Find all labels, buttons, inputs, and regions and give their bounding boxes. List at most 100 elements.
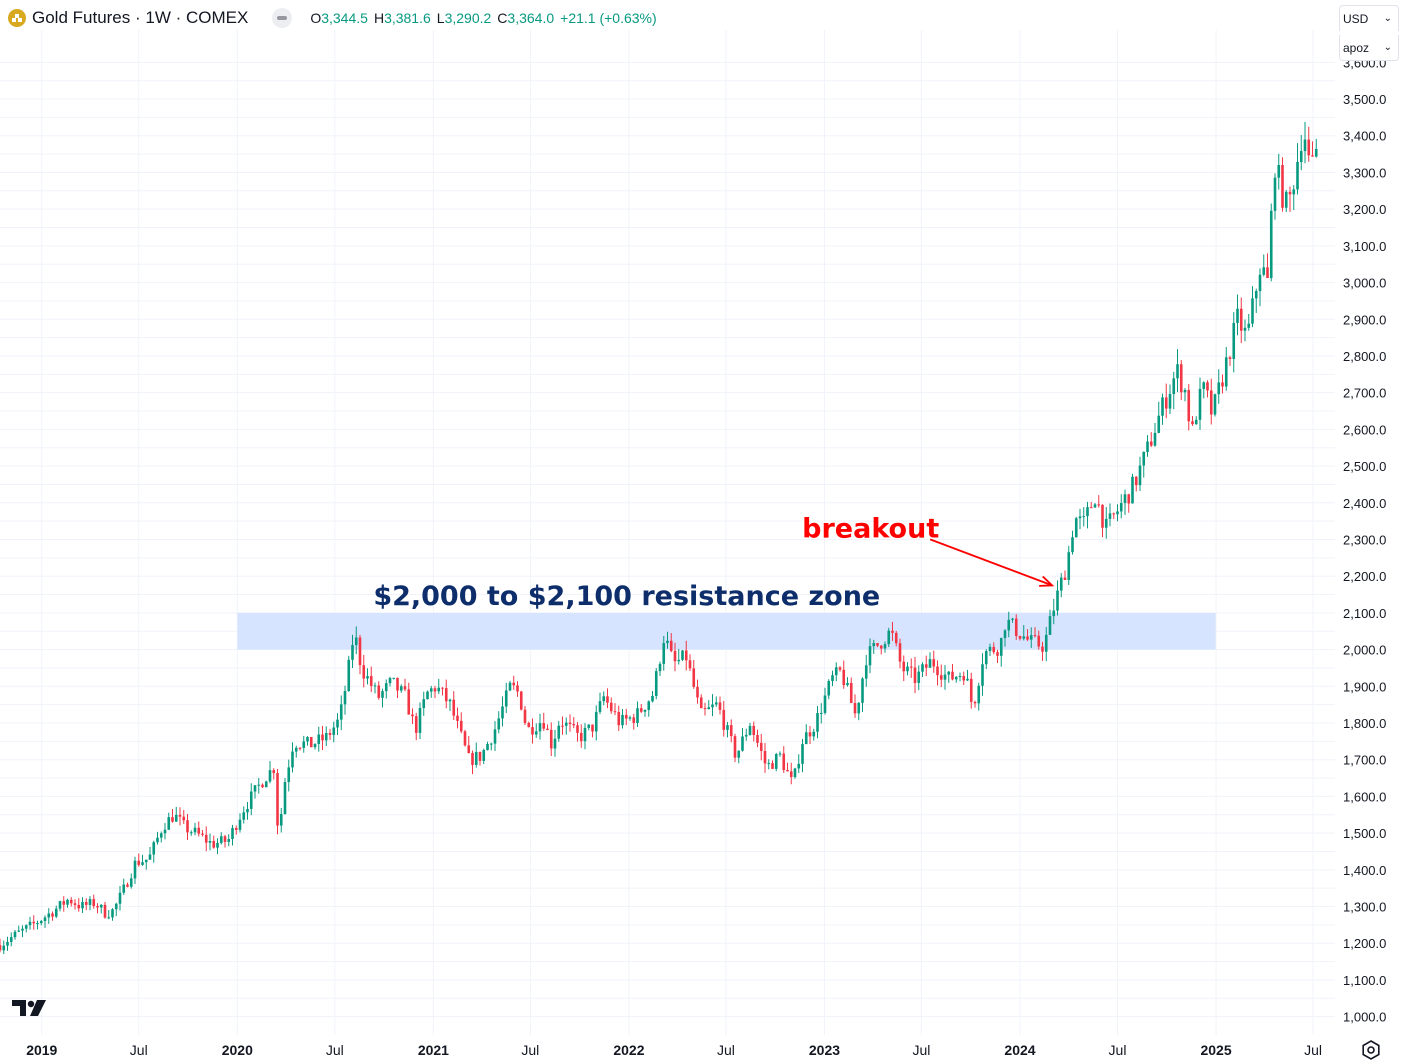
candle-body [1086,507,1089,517]
candle-body [1296,161,1299,190]
candle-body [126,884,129,887]
breakout-label: breakout [802,513,939,544]
candle-body [1052,610,1056,617]
candle-body [426,691,429,700]
resistance-zone [237,612,1216,650]
candle-body [1172,378,1176,395]
candle-body [204,834,208,843]
candle-body [936,666,939,676]
candle-body [1149,441,1153,446]
candle-body [159,833,163,838]
candle-body [898,643,902,662]
candle-body [688,660,692,669]
candle-body [609,702,613,712]
price-tick-label: 1,100.0 [1343,973,1386,988]
time-tick-label: Jul [1304,1042,1322,1058]
candle-body [84,901,88,905]
candle-body [782,753,786,770]
symbol-title[interactable]: Gold Futures · 1W · COMEX [32,8,249,27]
candle-body [1254,291,1258,299]
candle-body [1029,635,1033,640]
candle-body [1179,364,1183,393]
candle-body [163,829,167,834]
candle-body [287,767,291,783]
candle-body [474,751,478,765]
candle-body [1292,189,1296,195]
candle-body [508,682,512,691]
candle-body [557,725,561,739]
candle-body [1258,274,1262,292]
candle-body [1183,390,1187,393]
candle-body [1202,382,1206,389]
candle-body [21,928,24,931]
currency-select[interactable]: USD ⌄ [1339,5,1399,31]
candle-body [362,665,366,679]
price-tick-label: 2,200.0 [1343,569,1386,584]
candle-body [707,707,711,710]
candle-body [212,840,216,848]
unit-select[interactable]: apoz ⌄ [1339,35,1399,61]
candle-body [568,722,572,725]
candle-body [1082,516,1086,518]
candle-body [527,722,531,728]
candle-body [1209,390,1213,415]
candlesticks [0,121,1318,955]
candle-body [531,727,534,735]
candle-body [1041,646,1044,652]
candle-body [231,828,234,840]
price-tick-label: 2,100.0 [1343,606,1386,621]
candle-body [726,725,729,730]
tradingview-logo-icon[interactable] [10,996,50,1020]
candle-body [1048,616,1052,635]
breakout-arrow-head [1039,575,1055,587]
candle-body [714,702,718,705]
candle-body [883,644,887,649]
candle-body [351,645,354,660]
candle-body [1284,191,1288,208]
candle-body [1078,516,1082,519]
collapse-pill-icon[interactable] [272,8,293,28]
candle-body [549,729,553,749]
time-tick-label: 2022 [613,1042,644,1058]
settings-gear-icon[interactable] [1360,1039,1382,1061]
price-tick-label: 1,700.0 [1343,753,1386,768]
time-tick-label: Jul [1109,1042,1127,1058]
candle-body [317,734,321,745]
candle-body [1239,308,1243,331]
candle-body [887,630,891,645]
candle-body [234,828,238,830]
candle-body [827,680,831,696]
time-axis[interactable]: 2019 Jul 2020 Jul 2021 Jul 2022 Jul 2023 Jul 2024 J… [26,1042,1322,1058]
candle-body [748,725,752,735]
grid-lines [0,30,1335,1035]
candle-body [36,923,39,925]
candle-body [1101,504,1104,528]
candle-body [921,664,924,672]
candle-body [313,744,317,748]
candle-body [602,696,606,702]
close-label: C [497,10,508,26]
candle-body [516,685,519,692]
time-tick-label: 2019 [26,1042,57,1058]
candle-body [662,643,666,664]
candle-body [1266,267,1269,279]
breakout-arrow [929,538,1053,587]
candle-body [298,747,302,749]
price-axis[interactable]: 1,000.0 1,100.0 1,200.0 1,300.0 1,400.0 1,500… [1343,55,1386,1024]
candle-body [249,791,253,809]
candle-body [1273,177,1277,211]
candle-body [594,711,598,732]
annotations-layer: $2,000 to $2,100 resistance zone breakout [373,513,1055,612]
candle-body [43,917,47,922]
candle-body [103,904,107,918]
candle-body [636,708,639,723]
candle-body [951,671,954,680]
candle-body [512,682,516,686]
candle-body [324,733,328,741]
candle-body [1161,397,1164,416]
candle-body [66,899,69,905]
candle-body [167,817,171,830]
candle-body [864,665,868,679]
open-label: O [310,10,322,26]
